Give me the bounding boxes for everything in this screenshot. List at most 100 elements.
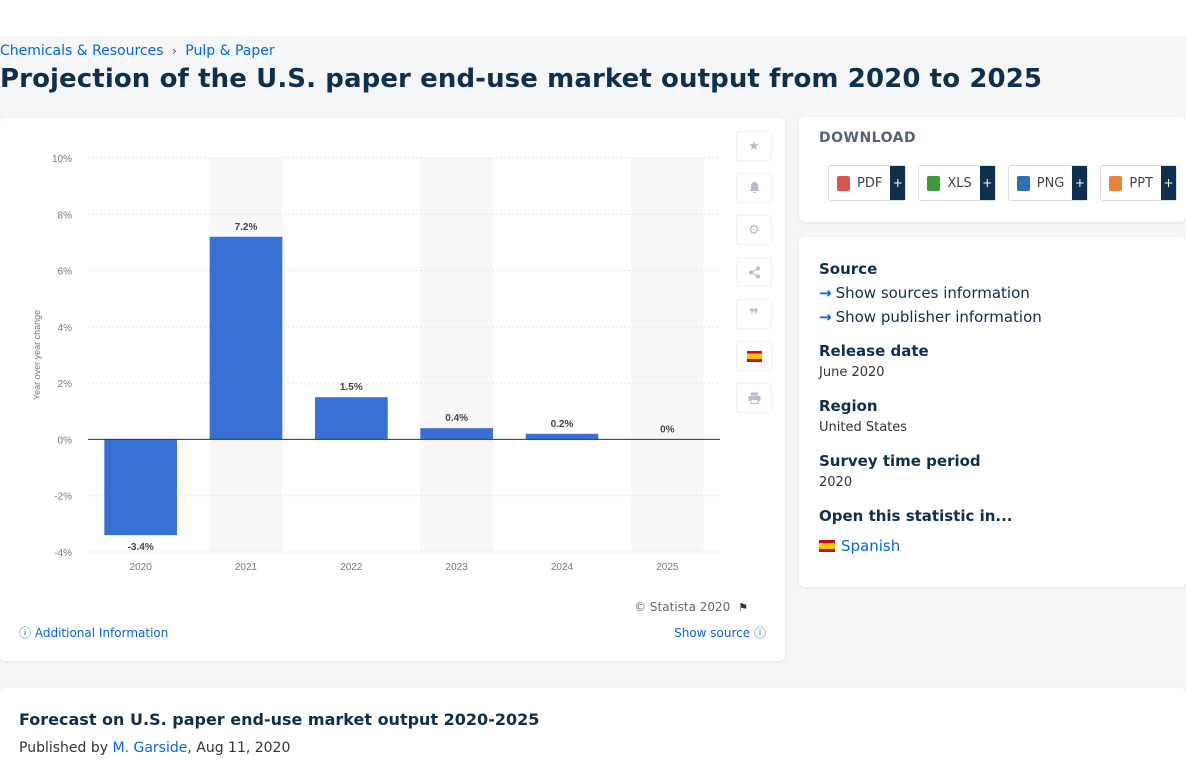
png-file-icon bbox=[1016, 175, 1030, 191]
favorite-button[interactable]: ★ bbox=[736, 131, 772, 161]
top-bar bbox=[0, 0, 1186, 36]
column-band bbox=[420, 158, 494, 552]
gear-icon: ⚙ bbox=[748, 222, 760, 238]
x-tick-label: 2023 bbox=[446, 562, 469, 573]
open-in-label: Open this statistic in... bbox=[819, 507, 1013, 525]
spanish-flag-icon bbox=[819, 540, 835, 552]
region-label: Region bbox=[819, 397, 878, 415]
share-icon bbox=[748, 266, 760, 278]
x-tick-label: 2022 bbox=[340, 562, 363, 573]
arrow-right-icon: → bbox=[819, 308, 832, 326]
breadcrumb-pulp-paper[interactable]: Pulp & Paper bbox=[185, 43, 275, 59]
open-in-spanish-label: Spanish bbox=[841, 537, 901, 555]
show-source-label: Show source bbox=[674, 626, 751, 640]
chart-card: -4% -2% 0% 2% 4% 6% 8% 10% Year over year change… bbox=[0, 118, 785, 661]
survey-period-value: 2020 bbox=[819, 475, 853, 490]
y-axis-label: Year over year change bbox=[32, 310, 42, 400]
y-tick-label: 2% bbox=[58, 379, 73, 390]
bar-2024 bbox=[525, 433, 599, 440]
png-plus: + bbox=[1072, 166, 1088, 200]
release-date-label: Release date bbox=[819, 342, 929, 360]
data-label-2022: 1.5% bbox=[340, 382, 363, 393]
y-tick-label: 4% bbox=[58, 323, 73, 334]
copyright-text: © Statista 2020 bbox=[634, 600, 731, 614]
xls-plus: + bbox=[979, 166, 995, 200]
download-ppt-label: PPT bbox=[1129, 175, 1153, 191]
download-pdf-label: PDF bbox=[857, 175, 883, 191]
xls-file-icon bbox=[927, 175, 941, 191]
pdf-plus: + bbox=[890, 166, 906, 200]
download-xls-button[interactable]: XLS + bbox=[918, 165, 996, 201]
show-publisher-label: Show publisher information bbox=[835, 308, 1042, 326]
x-tick-label: 2024 bbox=[551, 562, 574, 573]
chart-tools: ★ ⚙ ❞ bbox=[736, 131, 772, 425]
data-label-2020: -3.4% bbox=[128, 542, 154, 553]
additional-info-label: Additional Information bbox=[34, 626, 169, 640]
breadcrumb-separator: › bbox=[172, 44, 177, 58]
additional-info-link[interactable]: ⓘ Additional Information bbox=[19, 624, 168, 641]
download-pdf-button[interactable]: PDF + bbox=[828, 165, 907, 201]
download-buttons: PDF + XLS + PNG + PPT + bbox=[828, 165, 1177, 201]
notification-button[interactable] bbox=[736, 173, 772, 203]
data-label-2025: 0% bbox=[660, 424, 675, 435]
settings-button[interactable]: ⚙ bbox=[736, 215, 772, 245]
y-tick-label: 10% bbox=[52, 154, 72, 165]
breadcrumb: Chemicals & Resources › Pulp & Paper bbox=[0, 43, 275, 59]
info-icon: ⓘ bbox=[753, 626, 766, 640]
bar-chart: -4% -2% 0% 2% 4% 6% 8% 10% Year over year change… bbox=[32, 154, 720, 573]
x-tick-label: 2025 bbox=[656, 562, 679, 573]
bar-2023 bbox=[420, 428, 494, 440]
show-sources-link[interactable]: → Show sources information bbox=[819, 284, 1030, 302]
show-publisher-link[interactable]: → Show publisher information bbox=[819, 308, 1042, 326]
article-byline: Published by M. Garside, Aug 11, 2020 bbox=[19, 740, 290, 756]
open-in-spanish-link[interactable]: Spanish bbox=[819, 537, 900, 555]
download-xls-label: XLS bbox=[947, 175, 972, 191]
show-sources-label: Show sources information bbox=[835, 284, 1030, 302]
download-ppt-button[interactable]: PPT + bbox=[1100, 165, 1177, 201]
share-button[interactable] bbox=[736, 257, 772, 287]
download-png-button[interactable]: PNG + bbox=[1007, 165, 1089, 201]
y-tick-label: -4% bbox=[54, 548, 72, 559]
spanish-flag-icon bbox=[746, 350, 762, 362]
pdf-file-icon bbox=[837, 175, 850, 191]
x-tick-label: 2020 bbox=[130, 562, 153, 573]
statistic-details-card: Source → Show sources information → Show p… bbox=[799, 237, 1186, 587]
column-band bbox=[630, 158, 704, 552]
print-button[interactable] bbox=[736, 383, 772, 413]
download-png-label: PNG bbox=[1036, 175, 1065, 191]
y-tick-label: 6% bbox=[58, 267, 73, 278]
arrow-right-icon: → bbox=[819, 284, 832, 302]
y-tick-label: -2% bbox=[54, 492, 72, 503]
article-card: Forecast on U.S. paper end-use market ou… bbox=[0, 688, 1186, 760]
data-label-2021: 7.2% bbox=[235, 222, 258, 233]
chart-copyright: © Statista 2020 ⚑ bbox=[0, 600, 748, 614]
data-label-2024: 0.2% bbox=[551, 419, 574, 430]
ppt-file-icon bbox=[1109, 175, 1123, 191]
show-source-link[interactable]: Show source ⓘ bbox=[0, 624, 766, 641]
source-label: Source bbox=[819, 260, 878, 278]
breadcrumb-chemicals-resources[interactable]: Chemicals & Resources bbox=[0, 43, 164, 59]
cite-button[interactable]: ❞ bbox=[736, 299, 772, 329]
bell-icon bbox=[749, 182, 759, 194]
bar-2021 bbox=[209, 236, 283, 440]
info-icon: ⓘ bbox=[19, 626, 32, 640]
data-label-2023: 0.4% bbox=[445, 413, 468, 424]
print-icon bbox=[748, 392, 760, 404]
ppt-plus: + bbox=[1161, 166, 1176, 200]
release-date-value: June 2020 bbox=[819, 365, 885, 380]
spanish-version-button[interactable] bbox=[736, 341, 772, 371]
survey-period-label: Survey time period bbox=[819, 452, 981, 470]
y-tick-label: 0% bbox=[58, 435, 73, 446]
page-title: Projection of the U.S. paper end-use mar… bbox=[0, 64, 1043, 94]
download-card: DOWNLOAD PDF + XLS + PNG + PPT + bbox=[799, 117, 1186, 222]
download-title: DOWNLOAD bbox=[819, 130, 917, 146]
x-tick-label: 2021 bbox=[235, 562, 258, 573]
published-by-label: Published by bbox=[19, 740, 109, 756]
report-flag-icon[interactable]: ⚑ bbox=[738, 601, 748, 614]
region-value: United States bbox=[819, 420, 908, 435]
bar-2022 bbox=[314, 397, 388, 440]
bar-2020 bbox=[104, 439, 178, 536]
author-link[interactable]: M. Garside bbox=[112, 740, 188, 756]
y-tick-label: 8% bbox=[58, 210, 73, 221]
publish-date: , Aug 11, 2020 bbox=[187, 740, 291, 756]
